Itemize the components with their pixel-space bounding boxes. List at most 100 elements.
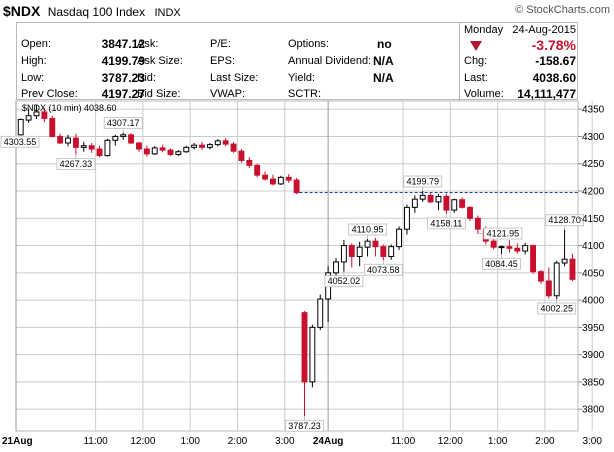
y-tick-label: 4350: [582, 105, 605, 116]
low-value: 3787.23: [101, 71, 145, 85]
candle: [191, 143, 198, 150]
price-label-text: 4121.95: [487, 229, 520, 239]
candle: [498, 245, 505, 255]
prev-label: Prev Close:: [21, 88, 78, 100]
candle: [506, 240, 513, 253]
candle-body: [262, 174, 269, 180]
candle-body: [545, 280, 552, 297]
grid: [15, 101, 593, 431]
price-label: 4199.79: [403, 175, 443, 191]
bidsize-label: Bid Size:: [137, 88, 181, 100]
x-tick-label: 11:00: [83, 436, 108, 447]
candle-body: [120, 134, 127, 137]
y-tick-label: 3900: [582, 350, 605, 361]
percent-change: -3.78%: [531, 37, 576, 53]
chart-title: $NDX Nasdaq 100 Index INDX: [3, 3, 181, 19]
price-label: 4052.02: [324, 271, 364, 288]
candle-body: [443, 195, 450, 211]
candle: [270, 174, 276, 186]
x-axis: 21Aug 11:00 12:00 1:00 2:00 3:00 24Aug 11:00 12:…: [2, 436, 602, 447]
price-label-box: [363, 263, 403, 276]
price-label: 4110.95: [348, 223, 387, 239]
volume-value: 14,111,477: [517, 87, 576, 101]
candle: [569, 253, 576, 281]
candle: [120, 132, 127, 140]
candle-body: [427, 194, 434, 203]
x-tick-label: 1:00: [488, 436, 508, 447]
candle: [435, 193, 442, 211]
price-label-box: [348, 223, 387, 236]
candle-body: [277, 176, 284, 185]
candle-body: [136, 142, 142, 150]
volume-label: Volume:: [464, 88, 504, 100]
price-label-text: 4128.70: [548, 215, 581, 225]
price-label-text: 4052.02: [328, 276, 361, 286]
candle: [474, 215, 481, 234]
low-label: Low:: [21, 72, 45, 84]
vwap-label: VWAP:: [210, 88, 246, 100]
y-tick-label: 4150: [582, 214, 605, 225]
candle: [396, 226, 403, 250]
price-label: 4073.58: [363, 260, 403, 276]
candle: [545, 267, 552, 299]
y-tick-label: 4100: [582, 241, 605, 252]
y-tick-label: 4200: [582, 187, 605, 198]
candle: [183, 145, 190, 153]
candle-body: [388, 246, 395, 257]
candle-body: [112, 135, 119, 141]
dividend-label: Annual Dividend:: [288, 55, 372, 67]
candle-body: [238, 150, 245, 161]
eps-label: EPS:: [210, 55, 236, 67]
candle: [309, 324, 316, 388]
y-tick-label: 4000: [582, 296, 605, 307]
candle-body: [128, 134, 135, 144]
price-label-box: [545, 214, 585, 227]
price-label-text: 4158.11: [430, 218, 462, 228]
price-label: 4267.33: [56, 154, 96, 170]
asksize-label: Ask Size:: [137, 55, 183, 67]
candle: [530, 244, 537, 274]
candle: [538, 270, 544, 284]
candle-body: [270, 178, 276, 185]
candle: [88, 143, 95, 153]
y-tick-label: 4250: [582, 159, 605, 170]
candle-body: [340, 245, 347, 263]
candle-body: [285, 176, 292, 181]
last-label: Last:: [464, 72, 488, 84]
candle-body: [317, 298, 324, 328]
candlestick-chart: 4303.55 4307.17 4267.33 4199.79 4110.95 4121.…: [0, 100, 605, 447]
candle: [17, 118, 24, 136]
candle: [443, 193, 450, 214]
y-tick-label: 3850: [582, 377, 605, 388]
y-tick-label: 4300: [582, 132, 605, 143]
candle: [72, 133, 79, 155]
candle: [467, 206, 473, 221]
candle-body: [553, 262, 560, 297]
candle-body: [151, 147, 158, 155]
prev-value: 4197.27: [101, 87, 145, 101]
credit: © StockCharts.com: [515, 4, 610, 16]
price-label-box: [324, 275, 364, 288]
y-tick-label: 3800: [582, 405, 605, 416]
candle-body: [348, 245, 355, 257]
candle-body: [451, 199, 458, 211]
quote-summary: Monday 24-Aug-2015 -3.78% Chg: -158.67 L…: [459, 23, 579, 101]
candle-body: [364, 240, 371, 248]
candle: [277, 175, 284, 185]
candle-body: [214, 140, 221, 146]
candle-body: [143, 148, 150, 155]
candle-body: [467, 206, 473, 219]
x-tick-label: 12:00: [130, 436, 155, 447]
price-label-box: [103, 117, 143, 130]
candle: [214, 139, 221, 147]
candle: [317, 294, 324, 331]
candle-body: [293, 179, 300, 194]
candle: [427, 193, 434, 203]
down-arrow-icon: [470, 41, 482, 51]
y-axis: 3800 3850 3900 3950 4000 4050 4100 4150 4200 4250…: [578, 105, 605, 416]
price-label: 4307.17: [103, 117, 143, 133]
chg-value: -158.67: [535, 54, 576, 68]
x-tick-label: 24Aug: [313, 436, 344, 447]
candle: [285, 174, 292, 183]
candle-body: [88, 145, 95, 150]
